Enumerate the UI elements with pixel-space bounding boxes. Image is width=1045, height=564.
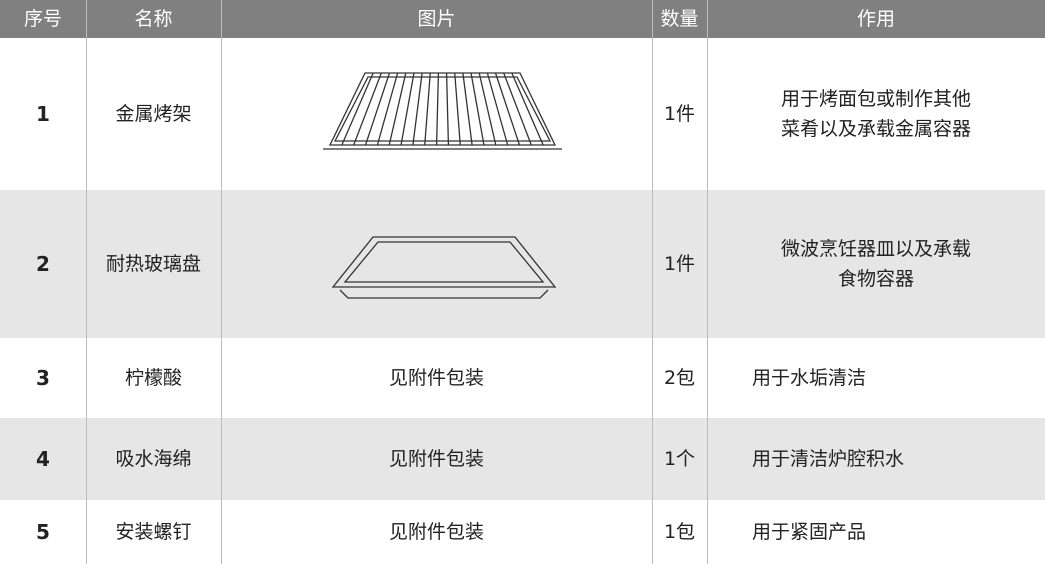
row-bg [0,190,1045,338]
use-line: 用于紧固产品 [752,521,867,543]
column-divider [221,0,222,564]
tray-image [331,236,557,299]
index-cell: 3 [36,366,50,390]
header-cell: 序号 [23,8,62,30]
name-cell: 耐热玻璃盘 [105,253,201,275]
header-cell: 名称 [134,8,173,30]
name-cell: 安装螺钉 [115,521,192,543]
quantity-cell: 1个 [663,448,696,470]
use-cell: 微波烹饪器皿以及承载 食物容器 [707,190,1045,338]
quantity-cell: 1件 [663,253,696,275]
column-divider [652,0,653,564]
quantity-cell: 2包 [663,367,696,389]
index-cell: 4 [36,447,50,471]
header-bg [0,0,1045,38]
use-cell: 用于烤面包或制作其他 菜肴以及承载金属容器 [707,38,1045,190]
name-cell: 金属烤架 [115,103,192,125]
use-cell: 用于清洁炉腔积水 [707,418,1045,500]
column-divider [86,0,87,564]
use-line: 菜肴以及承载金属容器 [780,118,971,140]
quantity-cell: 1包 [663,521,696,543]
use-cell: 用于紧固产品 [707,500,1045,564]
name-cell: 吸水海绵 [115,448,192,470]
header-cell: 数量 [660,8,699,30]
index-cell: 5 [36,520,50,544]
use-line: 用于水垢清洁 [752,367,867,389]
rack-image [323,72,562,150]
use-line: 微波烹饪器皿以及承载 [780,238,971,260]
use-cell: 用于水垢清洁 [707,338,1045,418]
picture-cell: 见附件包装 [388,448,484,470]
use-line: 用于烤面包或制作其他 [780,88,971,110]
use-line: 食物容器 [837,268,914,290]
picture-cell: 见附件包装 [388,521,484,543]
header-cell: 作用 [856,8,895,30]
row-bg [0,418,1045,500]
index-cell: 2 [36,252,50,276]
picture-cell: 见附件包装 [388,367,484,389]
index-cell: 1 [36,102,50,126]
quantity-cell: 1件 [663,103,696,125]
use-line: 用于清洁炉腔积水 [752,448,905,470]
header-cell: 图片 [417,8,456,30]
column-divider [707,0,708,564]
name-cell: 柠檬酸 [124,367,182,389]
